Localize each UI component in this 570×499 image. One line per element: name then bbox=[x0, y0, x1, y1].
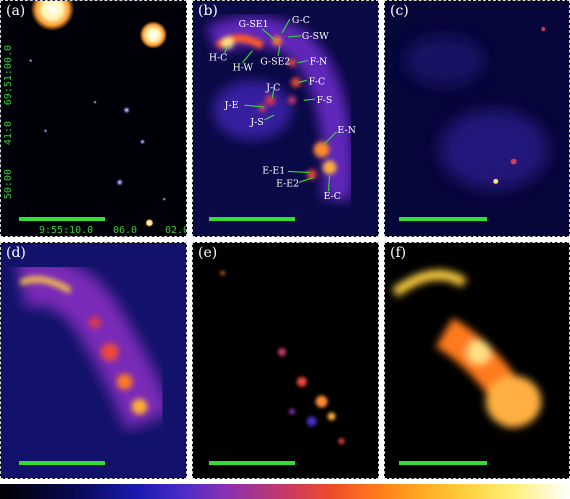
annotation: E-E2 bbox=[276, 178, 299, 189]
panel-label: (a) bbox=[6, 3, 26, 19]
annotation: E-C bbox=[324, 191, 341, 202]
panel-a: (a) 69:51:00.0 41:0 50:00 9:55:10.0 06.0… bbox=[0, 0, 187, 237]
scale-bar bbox=[209, 217, 295, 221]
scale-bar bbox=[399, 461, 487, 465]
dec-label: 69:51:00.0 bbox=[3, 45, 14, 106]
annotation: H-C bbox=[209, 53, 228, 64]
panel-c-image bbox=[385, 1, 569, 236]
annotation: F-S bbox=[317, 95, 333, 106]
panel-e: (e) bbox=[192, 242, 379, 479]
panel-label: (f) bbox=[390, 245, 407, 261]
panel-d: (d) bbox=[0, 242, 187, 479]
bright-star bbox=[30, 1, 75, 31]
annotation: E-E1 bbox=[262, 165, 285, 176]
ra-label: 02.0 bbox=[165, 225, 187, 236]
dec-label: 41:0 bbox=[3, 121, 14, 146]
dec-label: 50:00 bbox=[3, 169, 14, 200]
ra-label: 9:55:10.0 bbox=[39, 225, 94, 236]
panel-c: (c) bbox=[384, 0, 570, 237]
annotation: G-SW bbox=[302, 31, 329, 42]
feature-annotations: G-SE1 G-C G-SW H-C H-W G-SE2 F-N F-C J-C… bbox=[209, 15, 356, 202]
panel-a-image bbox=[28, 1, 168, 227]
annotation: J-C bbox=[265, 82, 280, 93]
annotation: J-S bbox=[249, 117, 263, 128]
color-scale-bar bbox=[0, 484, 570, 499]
scale-bar bbox=[399, 217, 487, 221]
scale-bar bbox=[209, 461, 295, 465]
annotation: G-SE1 bbox=[239, 19, 269, 30]
panel-e-image bbox=[193, 243, 378, 478]
panel-label: (c) bbox=[390, 3, 409, 19]
annotation: H-W bbox=[233, 63, 254, 74]
panel-label: (d) bbox=[6, 245, 26, 261]
ra-label: 06.0 bbox=[113, 225, 138, 236]
panel-d-image bbox=[1, 243, 186, 478]
annotation: J-E bbox=[224, 100, 239, 111]
annotation: F-C bbox=[309, 76, 325, 87]
bright-star bbox=[139, 21, 168, 49]
annotation: F-N bbox=[310, 57, 327, 68]
panel-f: (f) bbox=[384, 242, 570, 479]
scale-bar bbox=[19, 461, 105, 465]
annotation: E-N bbox=[337, 125, 355, 136]
panel-b-image bbox=[193, 1, 378, 236]
annotation: G-C bbox=[292, 15, 310, 26]
panel-b: (b) G-SE1 G-C G-SW H-C H-W G-SE2 F-N F-C… bbox=[192, 0, 379, 237]
annotation: G-SE2 bbox=[260, 57, 290, 68]
panel-label: (b) bbox=[198, 3, 218, 19]
panel-label: (e) bbox=[198, 245, 218, 261]
panel-f-image bbox=[385, 243, 569, 478]
scale-bar bbox=[19, 217, 105, 221]
